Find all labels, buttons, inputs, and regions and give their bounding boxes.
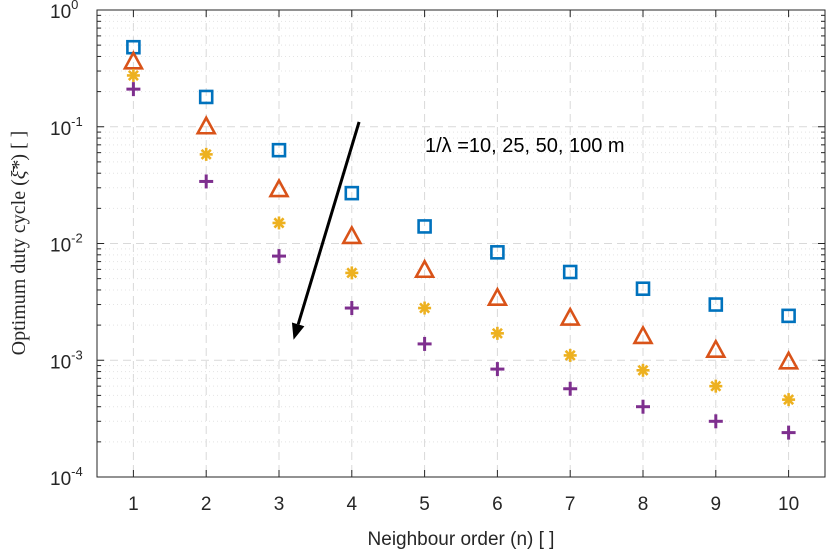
marker-asterisk [126, 68, 140, 82]
marker-triangle [268, 177, 290, 198]
x-tick-label: 8 [638, 494, 649, 515]
y-tick-label: 10-3 [50, 347, 83, 373]
marker-triangle [632, 324, 654, 345]
marker-asterisk-stroke [346, 267, 358, 279]
y-axis-label-suffix: ) [ ] [8, 131, 30, 161]
axes [96, 9, 826, 478]
marker-plus [781, 425, 796, 440]
marker-asterisk [636, 363, 650, 377]
marker-asterisk-stroke [127, 69, 139, 81]
y-axis-label-prefix: Optimum duty cycle ( [8, 179, 30, 355]
marker-asterisk [345, 266, 359, 280]
marker-square [562, 264, 578, 280]
marker-plus [199, 174, 214, 189]
marker-square [708, 297, 724, 312]
marker-asterisk-stroke [273, 217, 285, 229]
y-tick-label-exponent: 0 [71, 0, 78, 12]
y-tick-label-base: 10 [50, 2, 71, 23]
annotation-arrow [296, 121, 361, 325]
marker-triangle [777, 350, 800, 370]
marker-plus [636, 399, 650, 414]
marker-asterisk-stroke [419, 302, 431, 314]
y-tick-label-base: 10 [50, 119, 71, 140]
y-tick-label-base: 10 [50, 352, 71, 373]
x-tick-label: 7 [565, 494, 576, 515]
y-axis-label: Optimum duty cycle (ξ̄*) [ ] [8, 131, 30, 356]
annotation-arrowhead [291, 322, 305, 340]
marker-plus [126, 82, 141, 97]
x-tick-label: 6 [492, 494, 503, 515]
marker-triangle [559, 306, 581, 326]
marker-plus [490, 362, 505, 377]
marker-square [781, 308, 796, 324]
marker-triangle [195, 115, 217, 135]
marker-triangle [486, 286, 509, 306]
marker-asterisk-stroke [710, 380, 722, 392]
y-tick-label-exponent: -1 [71, 114, 83, 129]
y-tick-label-exponent: -3 [71, 347, 83, 362]
x-tick-label: 10 [778, 494, 799, 515]
marker-triangle [705, 338, 727, 358]
marker-asterisk-stroke [637, 364, 649, 376]
marker-asterisk [490, 326, 504, 340]
marker-asterisk [709, 379, 723, 393]
marker-triangle [341, 224, 363, 245]
marker-triangle [122, 50, 145, 70]
marker-square [635, 281, 651, 297]
marker-asterisk [418, 301, 432, 315]
marker-square [344, 185, 360, 201]
x-tick-label: 2 [201, 494, 212, 515]
marker-asterisk [272, 216, 286, 230]
x-axis-label: Neighbour order (n) [ ] [368, 529, 555, 550]
annotation: 1/λ =10, 25, 50, 100 m [291, 121, 625, 340]
marker-asterisk-stroke [491, 327, 503, 339]
x-tick-label: 4 [347, 494, 358, 515]
y-axis-label-symbol: ξ̄* [8, 161, 30, 180]
y-tick-label-base: 10 [50, 469, 71, 490]
x-tick-label: 5 [419, 494, 430, 515]
marker-square [490, 245, 505, 260]
marker-square [198, 89, 214, 105]
marker-plus [272, 249, 286, 264]
marker-asterisk-stroke [200, 148, 212, 160]
marker-plus [563, 381, 578, 396]
marker-asterisk [563, 348, 577, 362]
marker-square [271, 142, 287, 158]
y-tick-label: 10-4 [50, 464, 83, 490]
y-tick-label: 100 [50, 0, 78, 23]
marker-plus [344, 301, 359, 316]
marker-plus [708, 414, 723, 429]
x-tick-label: 1 [128, 494, 139, 515]
marker-square [417, 219, 432, 234]
y-tick-label-exponent: -4 [71, 464, 83, 479]
y-tick-label: 10-2 [50, 231, 83, 257]
marker-asterisk-stroke [564, 349, 576, 361]
annotation-text: 1/λ =10, 25, 50, 100 m [425, 135, 625, 157]
marker-plus [417, 336, 432, 351]
data-markers [122, 39, 800, 440]
marker-asterisk [782, 393, 796, 407]
marker-triangle [413, 258, 436, 279]
grid [97, 10, 825, 478]
x-tick-label: 9 [711, 494, 722, 515]
y-tick-label-base: 10 [50, 236, 71, 257]
y-tick-label-exponent: -2 [71, 231, 83, 246]
marker-asterisk [199, 147, 213, 161]
x-tick-label: 3 [274, 494, 285, 515]
y-tick-label: 10-1 [50, 114, 83, 140]
marker-asterisk-stroke [783, 394, 795, 406]
